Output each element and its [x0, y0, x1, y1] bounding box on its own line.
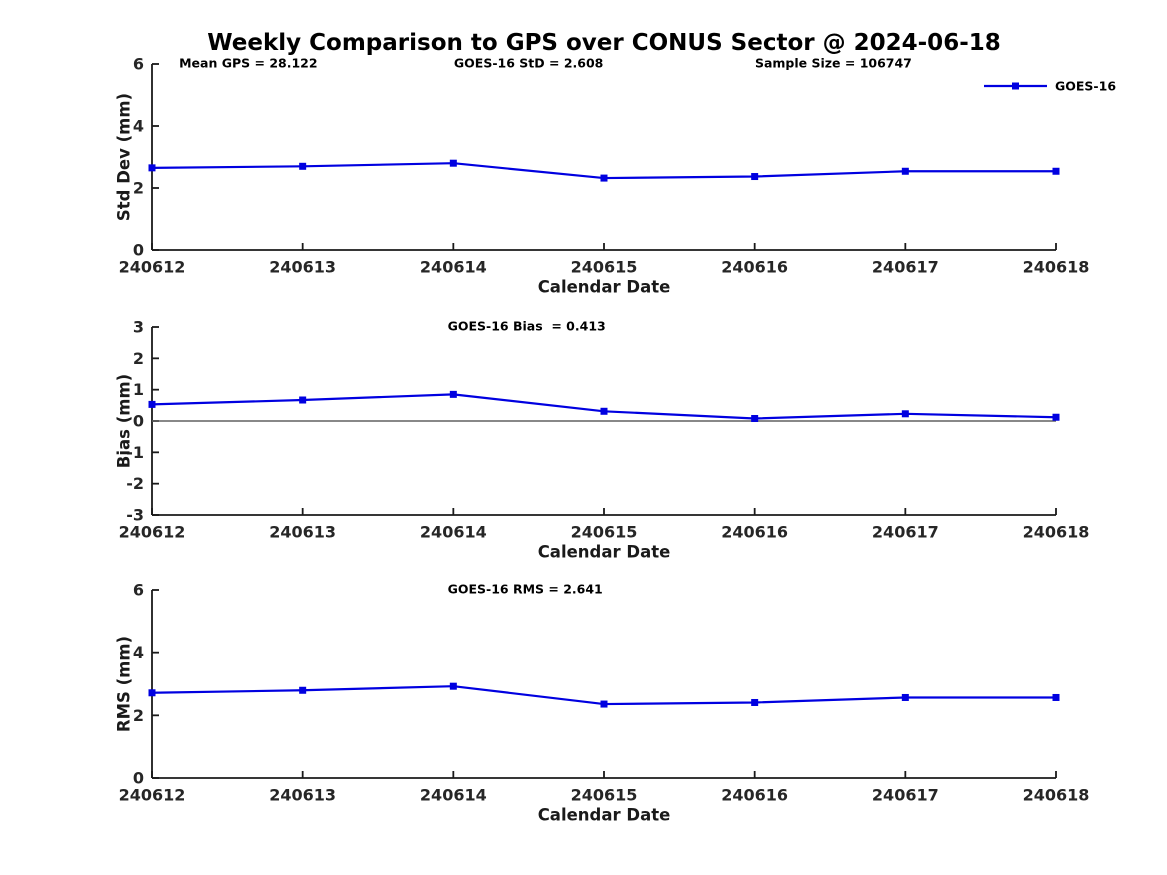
subplot-stddev: 0 2 4 6 240612 240613 240614 240615 240616 240617… [115, 55, 1117, 297]
data-point-marker [751, 173, 759, 181]
y-axis-label: Bias (mm) [115, 374, 134, 468]
y-tick-label: 2 [133, 706, 144, 725]
x-axis-label: Calendar Date [538, 806, 671, 825]
data-point-marker [449, 159, 457, 167]
data-point-marker [299, 686, 307, 694]
x-tick-label: 240612 [119, 786, 186, 805]
x-tick-label: 240613 [269, 258, 336, 277]
legend-label: GOES-16 [1055, 79, 1116, 94]
x-tick-label: 240617 [872, 523, 939, 542]
y-tick-label: -3 [126, 506, 144, 525]
x-tick-label: 240618 [1023, 258, 1090, 277]
data-point-marker [449, 390, 457, 398]
x-tick-label: 240612 [119, 523, 186, 542]
y-tick-label: 4 [133, 117, 144, 136]
data-point-marker [1052, 167, 1060, 175]
data-point-marker [299, 396, 307, 404]
x-tick-label: 240614 [420, 523, 487, 542]
data-point-marker [600, 700, 608, 708]
legend: GOES-16 [984, 79, 1116, 94]
data-point-marker [449, 682, 457, 690]
x-tick-label: 240612 [119, 258, 186, 277]
y-axis-label: Std Dev (mm) [115, 93, 134, 221]
x-tick-label: 240613 [269, 523, 336, 542]
data-point-marker [1052, 413, 1060, 421]
data-point-marker [600, 407, 608, 415]
y-tick-label: 3 [133, 318, 144, 337]
y-tick-label: -1 [126, 443, 144, 462]
y-tick-label: 2 [133, 349, 144, 368]
y-tick-label: 6 [133, 581, 144, 600]
x-tick-label: 240616 [721, 258, 788, 277]
data-point-marker [148, 400, 156, 408]
x-tick-label: 240616 [721, 523, 788, 542]
x-tick-label: 240614 [420, 786, 487, 805]
annotation: GOES-16 StD = 2.608 [454, 56, 603, 71]
data-line [151, 393, 1057, 420]
y-tick-label: 2 [133, 179, 144, 198]
x-tick-label: 240615 [571, 258, 638, 277]
data-point-marker [901, 167, 909, 175]
data-point-marker [901, 410, 909, 418]
annotation: Mean GPS = 28.122 [179, 56, 317, 71]
data-point-marker [299, 162, 307, 170]
x-tick-label: 240617 [872, 258, 939, 277]
y-axis-label: RMS (mm) [115, 636, 134, 732]
y-tick-label: 6 [133, 55, 144, 74]
y-tick-label: -2 [126, 474, 144, 493]
data-point-marker [600, 174, 608, 182]
x-tick-label: 240616 [721, 786, 788, 805]
x-axis-label: Calendar Date [538, 543, 671, 562]
y-tick-label: 0 [133, 769, 144, 788]
data-point-marker [148, 689, 156, 697]
subplot-rms: 0 2 4 6 240612 240613 240614 240615 240616 240617… [115, 581, 1090, 825]
data-point-marker [148, 164, 156, 172]
x-tick-label: 240618 [1023, 523, 1090, 542]
x-tick-label: 240617 [872, 786, 939, 805]
x-tick-label: 240614 [420, 258, 487, 277]
annotation: GOES-16 RMS = 2.641 [448, 582, 603, 597]
x-tick-label: 240615 [571, 523, 638, 542]
x-tick-label: 240613 [269, 786, 336, 805]
annotation: Sample Size = 106747 [755, 56, 912, 71]
y-tick-label: 4 [133, 643, 144, 662]
figure-title: Weekly Comparison to GPS over CONUS Sect… [207, 30, 1001, 56]
y-tick-label: 0 [133, 241, 144, 260]
data-point-marker [1052, 693, 1060, 701]
x-tick-label: 240618 [1023, 786, 1090, 805]
data-point-marker [751, 414, 759, 422]
data-point-marker [751, 698, 759, 706]
y-tick-label: 0 [133, 412, 144, 431]
annotation: GOES-16 Bias = 0.413 [448, 319, 606, 334]
data-point-marker [901, 693, 909, 701]
x-tick-label: 240615 [571, 786, 638, 805]
y-tick-label: 1 [133, 380, 144, 399]
legend-marker [1012, 82, 1019, 90]
x-axis-label: Calendar Date [538, 278, 671, 297]
